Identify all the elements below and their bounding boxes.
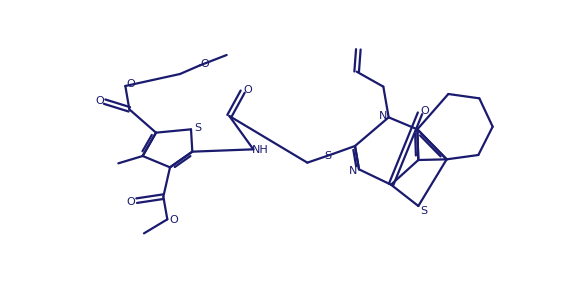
Text: O: O bbox=[243, 85, 252, 95]
Text: O: O bbox=[420, 106, 429, 116]
Text: S: S bbox=[420, 206, 427, 216]
Text: O: O bbox=[169, 215, 178, 225]
Text: N: N bbox=[349, 166, 357, 176]
Text: S: S bbox=[195, 123, 202, 133]
Text: O: O bbox=[95, 96, 104, 106]
Text: N: N bbox=[378, 111, 387, 121]
Text: S: S bbox=[324, 151, 331, 161]
Text: O: O bbox=[201, 59, 209, 69]
Text: NH: NH bbox=[252, 145, 269, 155]
Text: O: O bbox=[127, 197, 135, 207]
Text: O: O bbox=[126, 79, 135, 89]
